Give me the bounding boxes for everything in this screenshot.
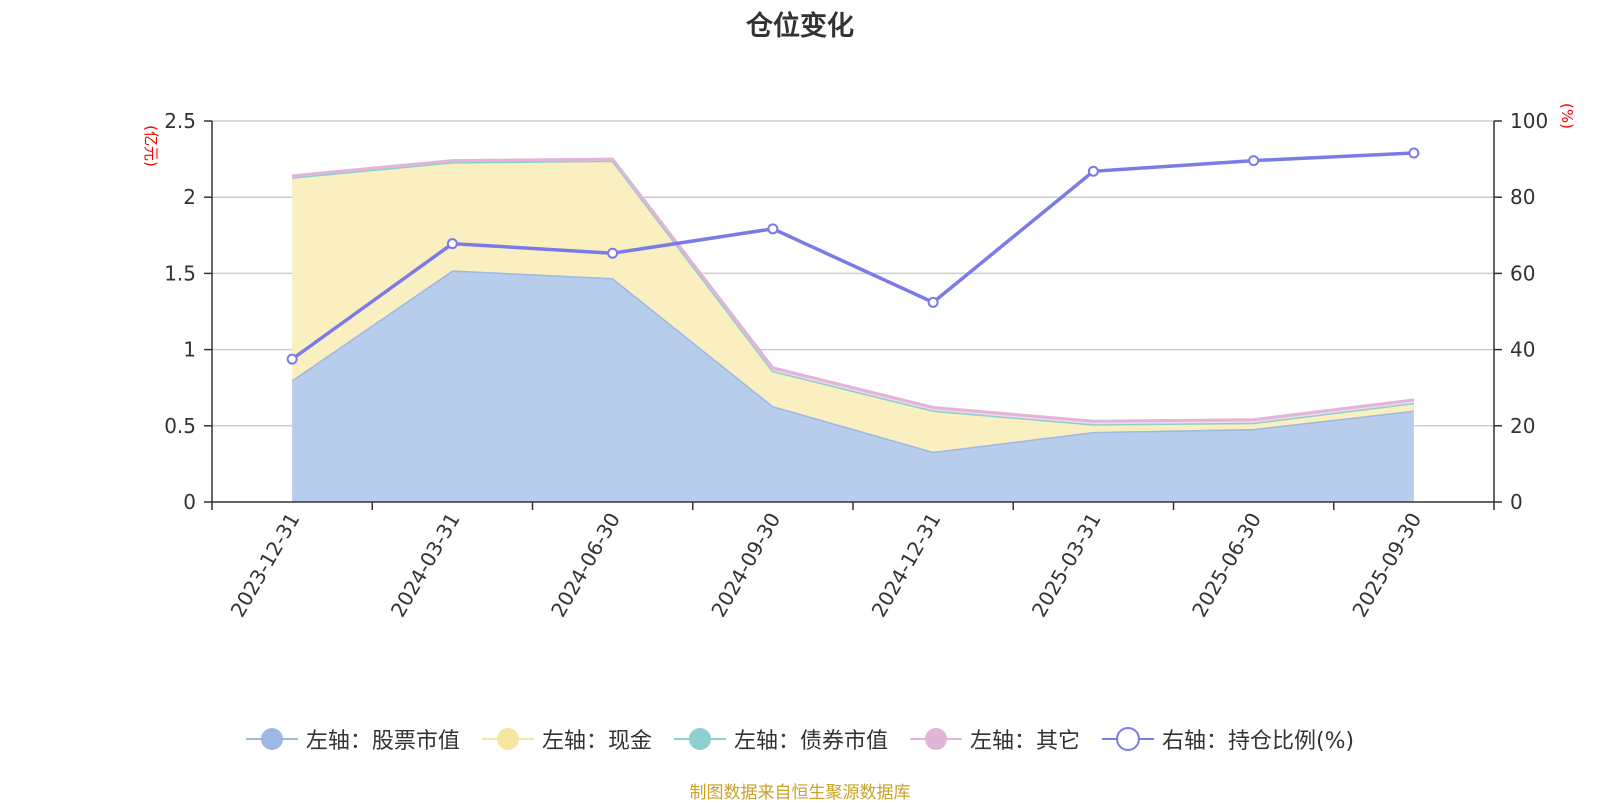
legend-label: 左轴：其它 bbox=[969, 729, 1080, 754]
x-tick-label: 2025-06-30 bbox=[1187, 509, 1266, 622]
ratio-line-path bbox=[291, 151, 1414, 361]
x-tick-label: 2024-06-30 bbox=[546, 509, 625, 622]
right-axis-unit: (%) bbox=[1558, 103, 1576, 129]
legend-label: 左轴：债券市值 bbox=[733, 729, 888, 754]
left-tick-label: 2.5 bbox=[164, 109, 196, 133]
x-tick-label: 2024-03-31 bbox=[386, 509, 465, 622]
x-tick-label: 2024-09-30 bbox=[706, 509, 785, 622]
x-tick-label: 2025-03-31 bbox=[1027, 509, 1106, 622]
x-tick-label: 2024-12-31 bbox=[867, 509, 946, 622]
legend-swatch bbox=[245, 728, 298, 750]
data-source-footer: 制图数据来自恒生聚源数据库 bbox=[689, 783, 911, 803]
stacked-areas bbox=[291, 157, 1415, 502]
legend-swatch bbox=[1101, 727, 1154, 751]
legend-item[interactable]: 左轴：其它 bbox=[909, 723, 1080, 755]
ratio-point bbox=[767, 223, 779, 235]
right-tick-label: 80 bbox=[1510, 185, 1535, 209]
right-tick-label: 60 bbox=[1510, 261, 1535, 285]
ratio-point bbox=[286, 353, 298, 365]
area-1 bbox=[292, 160, 1414, 452]
legend-item[interactable]: 左轴：股票市值 bbox=[245, 723, 460, 755]
legend-label: 左轴：现金 bbox=[541, 729, 652, 754]
right-tick-label: 0 bbox=[1510, 490, 1523, 514]
left-tick-label: 0 bbox=[183, 490, 196, 514]
legend-item[interactable]: 右轴：持仓比例(%) bbox=[1101, 723, 1355, 755]
legend-label: 左轴：股票市值 bbox=[305, 729, 460, 754]
ratio-point bbox=[607, 247, 619, 259]
ratio-point bbox=[1408, 147, 1420, 159]
ratio-point bbox=[446, 238, 458, 250]
area-0 bbox=[292, 270, 1414, 502]
legend-swatch bbox=[481, 728, 534, 750]
right-tick-label: 40 bbox=[1510, 338, 1535, 362]
legend-item[interactable]: 左轴：现金 bbox=[481, 723, 652, 755]
left-axis-unit: (亿元) bbox=[142, 125, 160, 167]
x-tick-label: 2025-09-30 bbox=[1347, 509, 1426, 622]
ratio-point bbox=[927, 296, 939, 308]
left-tick-label: 2 bbox=[183, 185, 196, 209]
legend-swatch bbox=[673, 728, 726, 750]
legend-item[interactable]: 左轴：债券市值 bbox=[673, 723, 888, 755]
chart-legend: 左轴：股票市值 左轴：现金 左轴：债券市值 左轴：其它 右轴：持仓比例(%) bbox=[0, 722, 1600, 756]
left-tick-label: 0.5 bbox=[164, 414, 196, 438]
ratio-line bbox=[286, 147, 1420, 365]
area-edge-3 bbox=[291, 157, 1415, 423]
x-tick-label: 2023-12-31 bbox=[226, 509, 305, 622]
chart-title: 仓位变化 bbox=[746, 11, 854, 42]
left-tick-label: 1 bbox=[183, 338, 196, 362]
left-tick-label: 1.5 bbox=[164, 261, 196, 285]
right-tick-label: 20 bbox=[1510, 414, 1535, 438]
legend-label: 右轴：持仓比例(%) bbox=[1161, 729, 1355, 754]
ratio-point bbox=[1248, 155, 1260, 167]
right-tick-label: 100 bbox=[1510, 109, 1548, 133]
ratio-point bbox=[1087, 165, 1099, 177]
legend-swatch bbox=[909, 728, 962, 750]
